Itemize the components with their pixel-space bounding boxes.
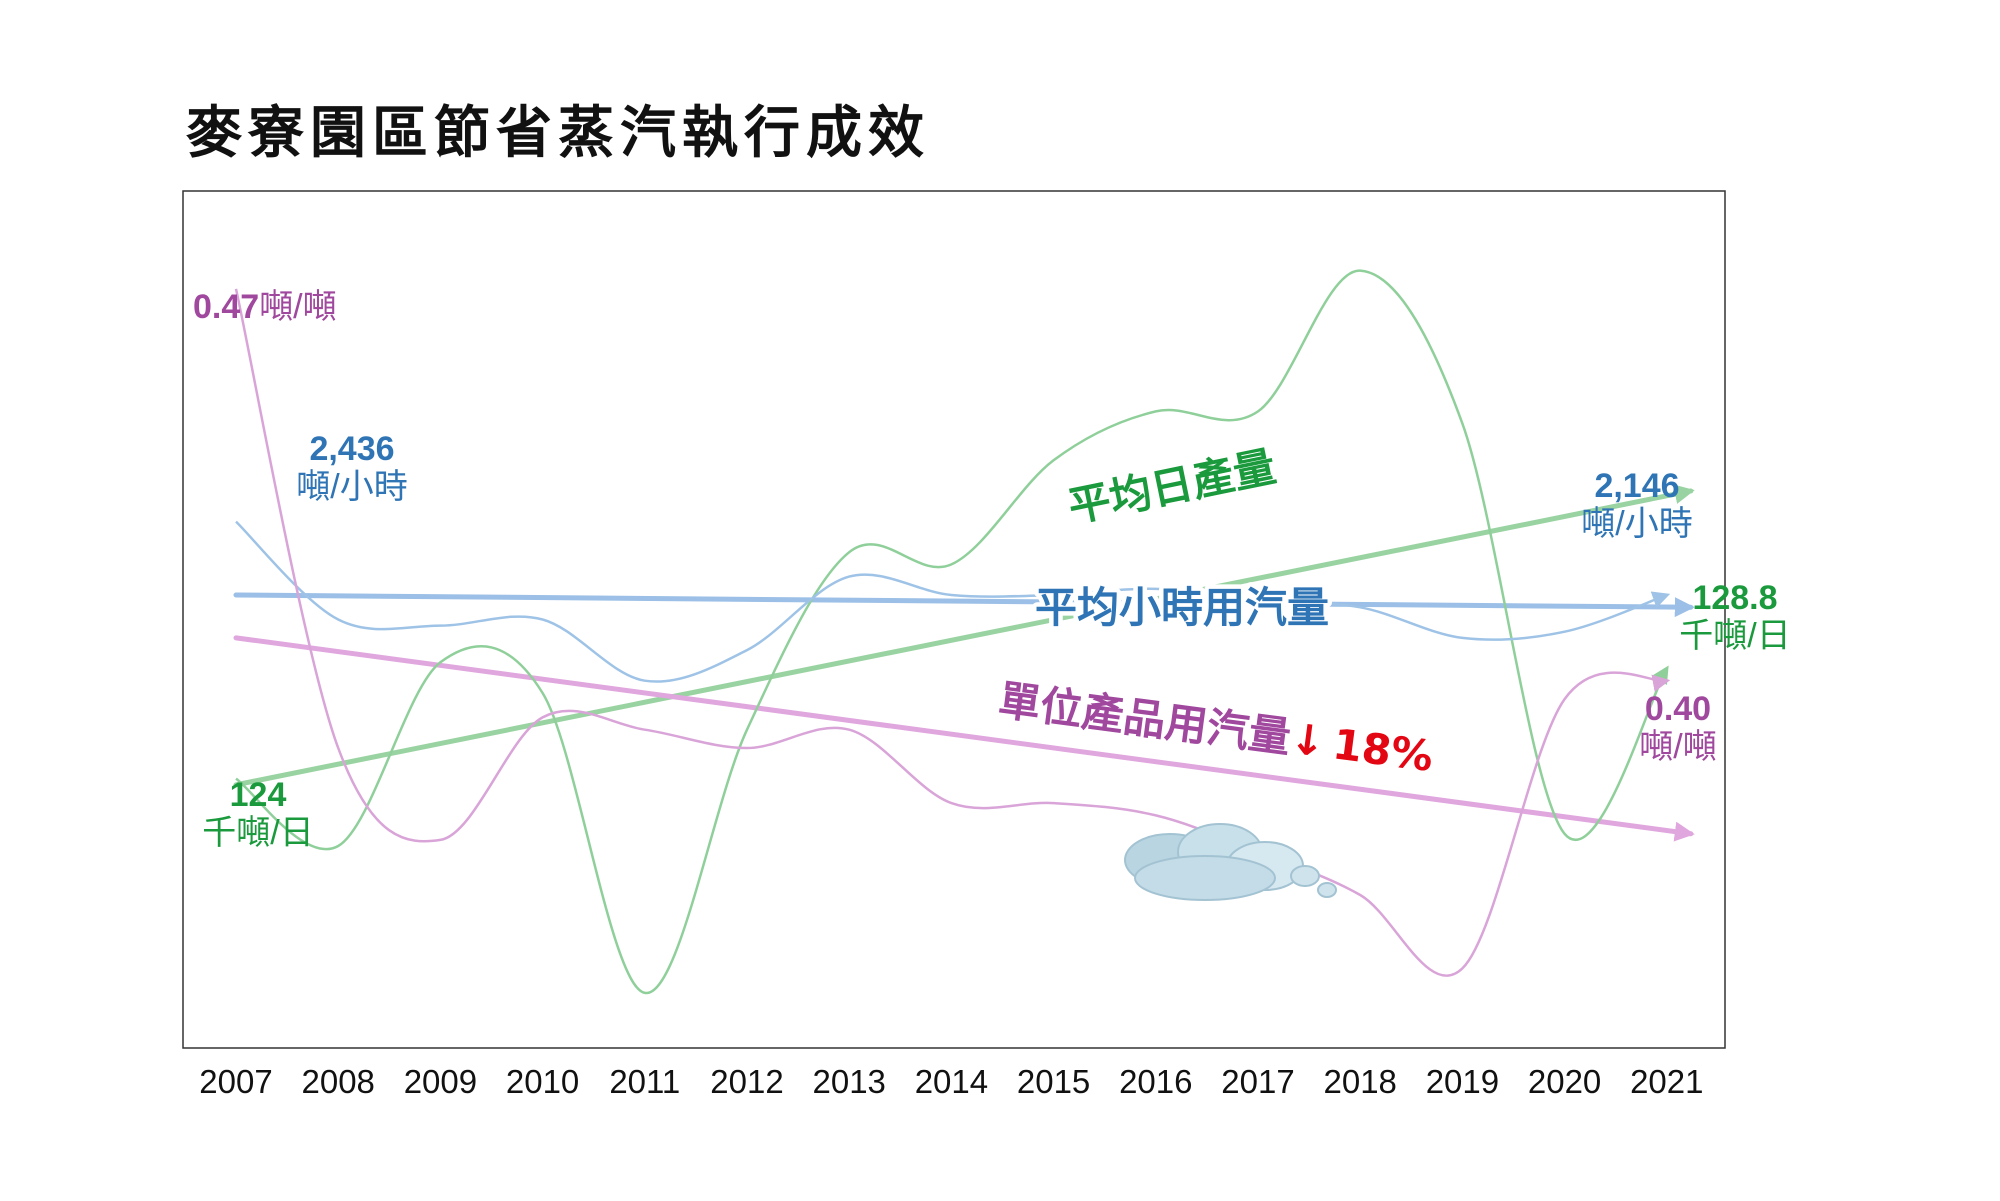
trend-label-green: 平均日產量 — [1064, 442, 1280, 532]
x-tick-label-2008: 2008 — [301, 1063, 374, 1100]
blue-end-value: 2,146 — [1594, 467, 1679, 505]
trend-lines — [233, 484, 1695, 842]
plot-frame — [182, 190, 1726, 1049]
x-tick-label-2014: 2014 — [915, 1063, 988, 1100]
purple-start-value: 0.47噸/噸 — [193, 288, 337, 326]
trend-line-green — [233, 484, 1695, 788]
x-tick-label-2015: 2015 — [1017, 1063, 1090, 1100]
x-tick-label-2010: 2010 — [506, 1063, 579, 1100]
x-tick-label-2013: 2013 — [812, 1063, 885, 1100]
series-line-purple — [234, 288, 1671, 977]
series-line-blue — [235, 520, 1671, 683]
blue-end-unit: 噸/小時 — [1581, 505, 1692, 543]
x-tick-label-2007: 2007 — [199, 1063, 272, 1100]
purple-end-value: 0.40 — [1645, 690, 1711, 728]
x-tick-label-2016: 2016 — [1119, 1063, 1192, 1100]
blue-start-value: 2,436 — [309, 430, 394, 468]
blue-start-unit: 噸/小時 — [296, 468, 407, 506]
trend-label-blue: 平均小時用汽量 — [1035, 583, 1329, 632]
x-tick-label-2018: 2018 — [1323, 1063, 1396, 1100]
page-title: 麥寮園區節省蒸汽執行成效 — [186, 100, 930, 166]
x-tick-label-2017: 2017 — [1221, 1063, 1294, 1100]
trend-label-purple: 單位產品用汽量↓18% — [996, 675, 1436, 781]
green-start-unit: 千噸/日 — [202, 814, 313, 852]
x-tick-label-2011: 2011 — [609, 1063, 680, 1100]
x-tick-label-2020: 2020 — [1528, 1063, 1601, 1100]
green-end-value: 128.8 — [1692, 579, 1777, 617]
cloud-icon — [1124, 823, 1337, 901]
series-line-green — [235, 269, 1669, 995]
x-tick-label-2012: 2012 — [710, 1063, 783, 1100]
trend-line-purple — [233, 635, 1695, 842]
x-tick-label-2021: 2021 — [1630, 1063, 1703, 1100]
purple-end-unit: 噸/噸 — [1639, 728, 1716, 766]
x-axis: 2007 2008 2009 2010 2011 2012 2013 2014 2015 2016… — [199, 1063, 1703, 1100]
x-tick-label-2019: 2019 — [1426, 1063, 1499, 1100]
series-lines — [234, 269, 1671, 995]
x-tick-label-2009: 2009 — [404, 1063, 477, 1100]
green-start-value: 124 — [230, 776, 287, 814]
green-end-unit: 千噸/日 — [1679, 617, 1790, 655]
trend-line-blue — [233, 592, 1695, 618]
